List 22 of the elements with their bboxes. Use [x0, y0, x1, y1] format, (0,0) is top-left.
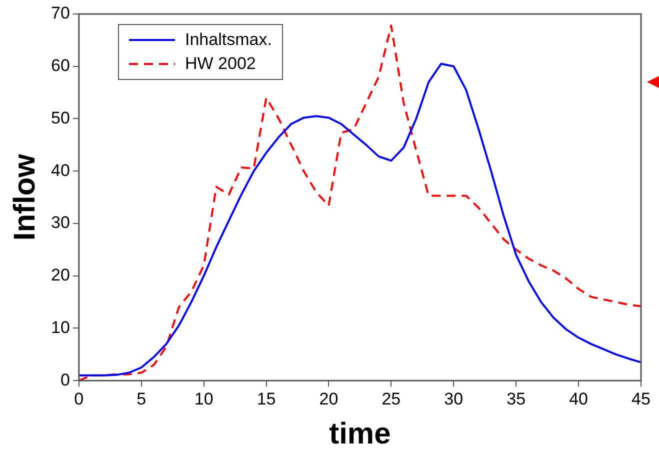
y-tick-label: 50 — [50, 108, 70, 128]
y-tick-label: 70 — [50, 4, 70, 23]
x-tick-label: 5 — [136, 389, 146, 408]
y-tick-label: 60 — [50, 56, 70, 76]
x-axis-title: time — [329, 417, 391, 450]
x-tick-label: 40 — [569, 389, 588, 408]
x-tick-label: 35 — [506, 389, 526, 408]
x-tick-label: 25 — [382, 389, 401, 408]
legend-label: Inhaltsmax. — [185, 30, 272, 50]
y-axis-title: Inflow — [8, 153, 42, 241]
y-tick-label: 30 — [50, 213, 70, 232]
x-tick-label: 20 — [319, 389, 338, 408]
y-tick-label: 10 — [50, 318, 70, 337]
x-tick-label: 0 — [74, 389, 84, 408]
legend-label: HW 2002 — [185, 54, 256, 74]
x-tick-label: 30 — [444, 389, 464, 408]
y-tick-label: 0 — [60, 370, 70, 390]
y-tick-label: 40 — [50, 160, 70, 180]
x-tick-label: 15 — [256, 389, 276, 408]
x-tick-label: 45 — [632, 389, 650, 408]
x-tick-label: 10 — [194, 389, 214, 408]
y-tick-label: 20 — [50, 266, 70, 285]
